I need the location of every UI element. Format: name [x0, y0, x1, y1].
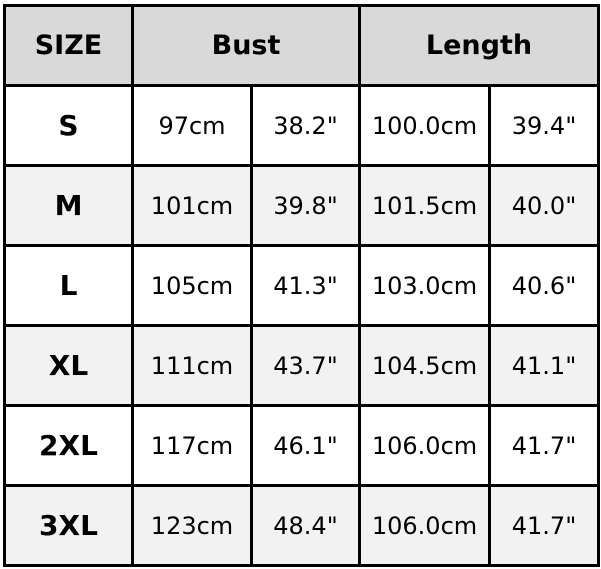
header-row: SIZE Bust Length — [3, 4, 600, 87]
header-length: Length — [358, 4, 600, 87]
length-cm-cell: 104.5cm — [358, 324, 491, 407]
length-in-cell: 40.6" — [488, 244, 600, 327]
bust-in-cell: 39.8" — [250, 164, 361, 247]
size-cell: 3XL — [3, 484, 134, 567]
size-chart-table: SIZE Bust Length S 97cm 38.2" 100.0cm 39.4" M… — [3, 4, 600, 567]
length-in-cell: 40.0" — [488, 164, 600, 247]
length-cm-cell: 103.0cm — [358, 244, 491, 327]
size-cell: XL — [3, 324, 134, 407]
bust-cm-cell: 117cm — [131, 404, 253, 487]
length-in-cell: 39.4" — [488, 84, 600, 167]
size-cell: M — [3, 164, 134, 247]
bust-cm-cell: 105cm — [131, 244, 253, 327]
bust-cm-cell: 123cm — [131, 484, 253, 567]
length-cm-cell: 106.0cm — [358, 484, 491, 567]
table-row: S 97cm 38.2" 100.0cm 39.4" — [3, 84, 600, 167]
length-cm-cell: 106.0cm — [358, 404, 491, 487]
length-in-cell: 41.7" — [488, 484, 600, 567]
length-cm-cell: 101.5cm — [358, 164, 491, 247]
bust-in-cell: 43.7" — [250, 324, 361, 407]
bust-in-cell: 46.1" — [250, 404, 361, 487]
bust-in-cell: 38.2" — [250, 84, 361, 167]
table-row: XL 111cm 43.7" 104.5cm 41.1" — [3, 324, 600, 407]
bust-cm-cell: 101cm — [131, 164, 253, 247]
bust-cm-cell: 97cm — [131, 84, 253, 167]
size-cell: L — [3, 244, 134, 327]
length-in-cell: 41.1" — [488, 324, 600, 407]
bust-in-cell: 41.3" — [250, 244, 361, 327]
bust-in-cell: 48.4" — [250, 484, 361, 567]
table-row: L 105cm 41.3" 103.0cm 40.6" — [3, 244, 600, 327]
bust-cm-cell: 111cm — [131, 324, 253, 407]
length-in-cell: 41.7" — [488, 404, 600, 487]
size-cell: S — [3, 84, 134, 167]
header-size: SIZE — [3, 4, 134, 87]
table-row: 3XL 123cm 48.4" 106.0cm 41.7" — [3, 484, 600, 567]
table-row: M 101cm 39.8" 101.5cm 40.0" — [3, 164, 600, 247]
size-cell: 2XL — [3, 404, 134, 487]
length-cm-cell: 100.0cm — [358, 84, 491, 167]
header-bust: Bust — [131, 4, 361, 87]
table-row: 2XL 117cm 46.1" 106.0cm 41.7" — [3, 404, 600, 487]
